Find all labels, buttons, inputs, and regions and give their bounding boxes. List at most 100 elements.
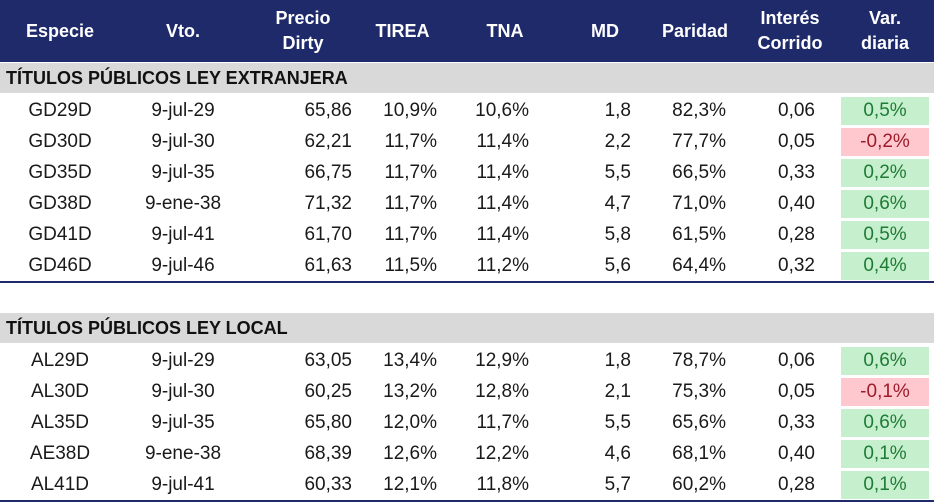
header-tna: TNA — [486, 20, 524, 41]
cell-tna: 10,6% — [475, 99, 529, 121]
cell-interes: 0,32 — [778, 254, 815, 276]
cell-md: 5,8 — [604, 223, 631, 245]
cell-vto: 9-ene-38 — [144, 192, 222, 214]
header-especie: Especie — [25, 20, 95, 41]
cell-md: 4,6 — [604, 442, 631, 464]
header-precio-dirty: Precio Dirty — [275, 8, 331, 53]
cell-vto: 9-jul-30 — [151, 130, 215, 152]
cell-especie: GD41D — [28, 223, 92, 245]
cell-md: 5,5 — [604, 161, 631, 183]
cell-especie: AL29D — [30, 349, 90, 371]
cell-interes: 0,33 — [778, 161, 815, 183]
table-row: AL41D 9-jul-41 60,33 12,1% 11,8% 5,7 60,2% 0,28… — [0, 469, 934, 500]
cell-var: -0,1% — [841, 378, 929, 406]
cell-vto: 9-jul-30 — [151, 380, 215, 402]
cell-precio: 60,33 — [304, 473, 352, 495]
cell-var: 0,6% — [841, 409, 929, 437]
section-title: TÍTULOS PÚBLICOS LEY EXTRANJERA — [0, 63, 934, 93]
cell-paridad: 61,5% — [672, 223, 726, 245]
cell-tna: 11,4% — [476, 130, 529, 152]
cell-especie: GD35D — [28, 161, 92, 183]
cell-var: 0,6% — [841, 190, 929, 218]
cell-var: 0,4% — [841, 252, 929, 280]
cell-tna: 12,9% — [475, 349, 529, 371]
cell-md: 1,8 — [604, 99, 631, 121]
cell-md: 4,7 — [604, 192, 631, 214]
cell-interes: 0,33 — [778, 411, 815, 433]
cell-vto: 9-jul-35 — [151, 161, 215, 183]
cell-precio: 65,80 — [304, 411, 352, 433]
cell-especie: AL30D — [30, 380, 90, 402]
section-divider — [0, 281, 934, 283]
table-row: GD35D 9-jul-35 66,75 11,7% 11,4% 5,5 66,5% 0,33… — [0, 157, 934, 188]
cell-especie: GD29D — [28, 99, 92, 121]
cell-paridad: 77,7% — [672, 130, 726, 152]
cell-interes: 0,40 — [778, 192, 815, 214]
cell-var: 0,1% — [841, 471, 929, 499]
cell-var: 0,5% — [841, 221, 929, 249]
cell-vto: 9-jul-29 — [151, 99, 215, 121]
cell-especie: AL41D — [30, 473, 90, 495]
cell-especie: GD30D — [28, 130, 92, 152]
cell-precio: 65,86 — [304, 99, 352, 121]
cell-precio: 61,70 — [304, 223, 352, 245]
cell-tirea: 12,0% — [383, 411, 437, 433]
header-var-diaria: Var. diaria — [860, 8, 910, 53]
table-header: Especie Vto. Precio Dirty TIREA TNA MD P… — [0, 0, 934, 62]
header-interes-corrido: Interés Corrido — [757, 8, 823, 53]
table-row: GD38D 9-ene-38 71,32 11,7% 11,4% 4,7 71,0% 0,40… — [0, 188, 934, 219]
cell-vto: 9-jul-29 — [151, 349, 215, 371]
cell-tirea: 12,6% — [383, 442, 437, 464]
table-row: GD46D 9-jul-46 61,63 11,5% 11,2% 5,6 64,4% 0,32… — [0, 250, 934, 281]
cell-interes: 0,06 — [778, 349, 815, 371]
cell-precio: 63,05 — [304, 349, 352, 371]
cell-interes: 0,06 — [778, 99, 815, 121]
cell-vto: 9-jul-46 — [151, 254, 215, 276]
cell-paridad: 65,6% — [672, 411, 726, 433]
cell-tirea: 11,5% — [384, 254, 437, 276]
cell-tna: 11,4% — [476, 161, 529, 183]
cell-md: 5,7 — [604, 473, 631, 495]
cell-md: 5,6 — [604, 254, 631, 276]
cell-var: 0,6% — [841, 347, 929, 375]
cell-tna: 12,2% — [475, 442, 529, 464]
cell-md: 2,1 — [604, 380, 631, 402]
cell-paridad: 71,0% — [672, 192, 726, 214]
cell-especie: GD38D — [28, 192, 92, 214]
cell-vto: 9-jul-41 — [151, 223, 215, 245]
cell-interes: 0,28 — [778, 473, 815, 495]
cell-precio: 71,32 — [304, 192, 352, 214]
cell-tna: 11,4% — [476, 223, 529, 245]
cell-interes: 0,05 — [778, 130, 815, 152]
cell-tirea: 11,7% — [384, 161, 437, 183]
cell-precio: 60,25 — [304, 380, 352, 402]
cell-tna: 11,7% — [476, 411, 529, 433]
header-vto: Vto. — [166, 20, 200, 41]
header-paridad: Paridad — [661, 20, 729, 41]
table-row: AL29D 9-jul-29 63,05 13,4% 12,9% 1,8 78,7% 0,06… — [0, 345, 934, 376]
cell-tirea: 13,4% — [383, 349, 437, 371]
cell-especie: AL35D — [30, 411, 90, 433]
table-row: GD30D 9-jul-30 62,21 11,7% 11,4% 2,2 77,7% 0,05… — [0, 126, 934, 157]
cell-especie: AE38D — [29, 442, 91, 464]
cell-paridad: 78,7% — [672, 349, 726, 371]
cell-var: 0,5% — [841, 97, 929, 125]
cell-precio: 62,21 — [304, 130, 352, 152]
cell-var: 0,1% — [841, 440, 929, 468]
cell-tirea: 13,2% — [383, 380, 437, 402]
cell-tna: 11,8% — [476, 473, 529, 495]
table-row: AL35D 9-jul-35 65,80 12,0% 11,7% 5,5 65,6% 0,33… — [0, 407, 934, 438]
cell-vto: 9-ene-38 — [144, 442, 222, 464]
cell-precio: 66,75 — [304, 161, 352, 183]
cell-md: 2,2 — [604, 130, 631, 152]
header-tirea: TIREA — [375, 20, 430, 41]
cell-tirea: 11,7% — [384, 130, 437, 152]
header-md: MD — [591, 20, 619, 41]
cell-paridad: 82,3% — [672, 99, 726, 121]
cell-vto: 9-jul-35 — [151, 411, 215, 433]
cell-especie: GD46D — [28, 254, 92, 276]
cell-tirea: 10,9% — [383, 99, 437, 121]
cell-var: -0,2% — [841, 128, 929, 156]
cell-paridad: 60,2% — [672, 473, 726, 495]
cell-vto: 9-jul-41 — [151, 473, 215, 495]
